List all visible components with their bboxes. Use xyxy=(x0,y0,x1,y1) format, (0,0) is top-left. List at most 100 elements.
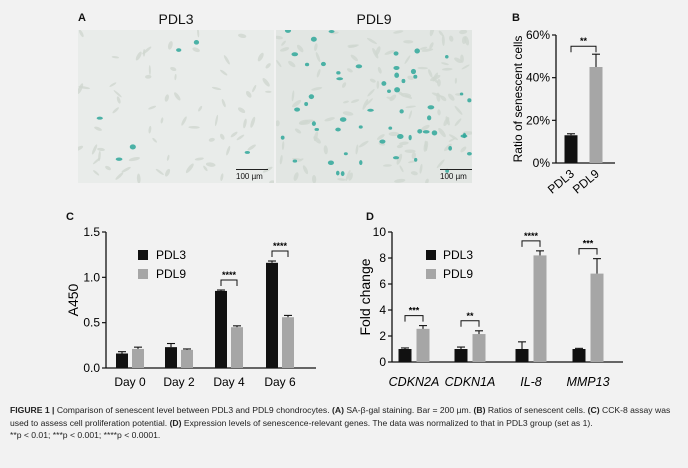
cell xyxy=(394,178,406,183)
y-tick-label: 6 xyxy=(379,277,386,291)
cell xyxy=(312,174,317,183)
legend-swatch-pdl3 xyxy=(426,250,436,260)
stained-cell xyxy=(340,171,345,177)
bar-pdl3 xyxy=(564,135,578,163)
caption-text-3: Ratios of senescent cells. xyxy=(485,405,588,415)
cell xyxy=(460,146,467,153)
cell xyxy=(245,90,252,98)
cell xyxy=(355,144,359,155)
cell xyxy=(436,92,441,102)
cell xyxy=(421,48,434,52)
cell xyxy=(377,66,382,74)
cell xyxy=(252,84,257,93)
significance-bracket xyxy=(220,279,238,287)
cell xyxy=(223,55,230,65)
legend-label: PDL9 xyxy=(443,267,473,281)
cell xyxy=(404,55,411,64)
cell xyxy=(279,154,283,165)
cell xyxy=(208,137,215,142)
bar-pdl3 xyxy=(266,262,278,368)
cell xyxy=(299,121,311,125)
cell xyxy=(93,170,100,176)
microscopy-background xyxy=(78,30,274,183)
cell xyxy=(323,145,328,155)
bar-pdl3 xyxy=(165,347,177,368)
stained-cell xyxy=(367,108,374,112)
cell xyxy=(155,168,164,175)
cell xyxy=(461,36,467,45)
cell xyxy=(194,157,204,161)
bar-pdl3 xyxy=(572,349,586,362)
cell xyxy=(449,35,454,42)
stained-cell xyxy=(459,92,464,96)
y-tick-label: 0.5 xyxy=(83,316,100,330)
cell xyxy=(302,165,309,175)
microscopy-image-pdl3 xyxy=(78,30,274,183)
stained-cell xyxy=(460,134,468,138)
cell xyxy=(164,94,169,102)
cell xyxy=(205,162,216,167)
cell xyxy=(376,134,385,140)
caption-ref-a: (A) xyxy=(332,405,344,415)
cell xyxy=(388,131,400,137)
cell xyxy=(358,140,369,148)
cell xyxy=(407,75,414,80)
stained-cell xyxy=(284,30,292,33)
cell xyxy=(111,56,120,59)
cell xyxy=(454,118,462,127)
cell xyxy=(342,82,347,88)
cell xyxy=(121,166,131,173)
stained-cell xyxy=(394,72,400,78)
cell xyxy=(113,90,122,98)
cell xyxy=(437,79,441,87)
stained-cell xyxy=(358,125,363,129)
legend-label: PDL3 xyxy=(443,248,473,262)
cell xyxy=(459,30,468,35)
bar-pdl9 xyxy=(590,273,604,362)
stained-cell xyxy=(392,156,400,160)
y-axis-label: Ratio of senescent cells xyxy=(511,36,525,163)
bar-pdl9 xyxy=(231,327,243,368)
cell xyxy=(419,163,423,174)
cell xyxy=(437,109,441,116)
x-tick-label: Day 4 xyxy=(213,375,245,389)
caption-text-4: CCK-8 assay was used to assess cell prol… xyxy=(10,405,671,428)
cell xyxy=(410,171,418,176)
y-tick-label: 60% xyxy=(526,28,550,42)
cell xyxy=(237,33,247,38)
y-tick-label: 1.0 xyxy=(83,270,100,284)
cell xyxy=(293,172,299,181)
stained-cell xyxy=(335,127,341,132)
cell xyxy=(98,150,101,162)
legend-swatch-pdl3 xyxy=(138,250,148,260)
stained-cell xyxy=(401,78,406,84)
cell xyxy=(448,134,459,141)
cell xyxy=(367,89,375,97)
cell xyxy=(236,134,245,141)
cell xyxy=(429,42,434,49)
x-tick-label: CDKN1A xyxy=(445,375,496,389)
stained-cell xyxy=(292,159,298,163)
cell xyxy=(230,131,238,138)
x-tick-label: Day 2 xyxy=(163,375,195,389)
panel-label-a: A xyxy=(78,12,86,24)
cell xyxy=(350,54,359,62)
cell xyxy=(281,141,285,151)
cell xyxy=(112,107,119,114)
cell xyxy=(167,41,173,50)
cell xyxy=(220,173,224,181)
cell xyxy=(135,51,142,61)
y-tick-label: 40% xyxy=(526,71,550,85)
stained-cell xyxy=(193,40,200,45)
cell xyxy=(460,54,464,63)
cell xyxy=(438,30,444,36)
stained-cell xyxy=(408,134,412,141)
significance-label: *** xyxy=(409,306,420,316)
cell xyxy=(454,105,463,115)
panel-a-title-left: PDL3 xyxy=(158,11,194,27)
cell xyxy=(404,149,416,153)
cell xyxy=(243,118,247,129)
cell xyxy=(393,30,404,34)
cell xyxy=(294,128,302,134)
